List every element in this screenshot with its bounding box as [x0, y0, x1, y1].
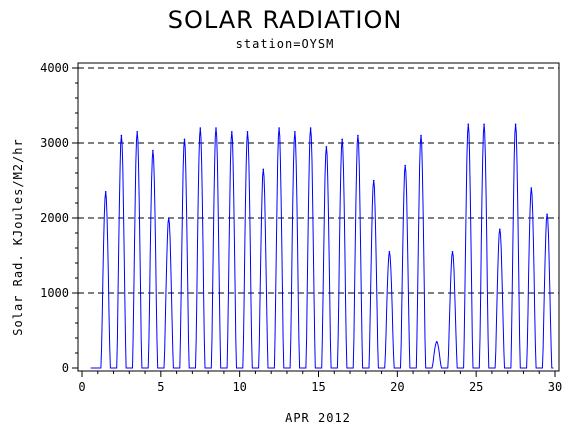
y-tick-label: 4000 — [40, 61, 69, 75]
y-tick-label: 2000 — [40, 211, 69, 225]
daily-peak-point — [325, 146, 328, 148]
daily-peak-point — [451, 251, 454, 253]
daily-peak-point — [514, 123, 517, 126]
daily-peak-point — [499, 228, 501, 231]
daily-peak-point — [104, 191, 107, 193]
daily-peak-point — [183, 138, 186, 141]
y-axis-label: Solar Rad. KJoules/M2/hr — [11, 138, 25, 335]
daily-peak-point — [136, 131, 138, 133]
daily-peak-point — [120, 134, 123, 137]
x-axis: 0 5 10 15 20 25 30 — [78, 371, 562, 394]
daily-peak-point — [341, 138, 344, 141]
daily-peak-point — [199, 127, 202, 129]
daily-peak-point — [388, 251, 391, 253]
solar-radiation-line — [90, 124, 554, 369]
x-tick-label: 20 — [390, 380, 404, 394]
y-tick-label: 0 — [62, 361, 69, 375]
y-axis: 0 1000 2000 3000 4000 — [40, 61, 78, 375]
daily-peak-point — [152, 149, 154, 152]
daily-peak-point — [372, 179, 375, 182]
daily-peak-point — [546, 213, 548, 216]
daily-peak-point — [530, 187, 533, 189]
daily-peak-point — [483, 123, 485, 126]
daily-peak-point — [294, 131, 296, 133]
x-tick-label: 0 — [78, 380, 85, 394]
daily-peak-point — [278, 127, 280, 129]
daily-peak-point — [436, 341, 438, 343]
x-tick-label: 25 — [469, 380, 483, 394]
data-series — [90, 123, 554, 369]
x-tick-label: 5 — [157, 380, 164, 394]
daily-peak-point — [404, 164, 407, 167]
y-tick-label: 1000 — [40, 286, 69, 300]
x-tick-label: 15 — [311, 380, 325, 394]
daily-peak-point — [309, 127, 312, 129]
grid-lines — [78, 67, 559, 294]
x-axis-label: APR 2012 — [285, 411, 351, 425]
daily-peak-point — [357, 134, 359, 137]
daily-peak-point — [231, 131, 233, 133]
daily-peak-point — [467, 123, 470, 126]
daily-peak-point — [215, 127, 217, 129]
x-tick-label: 30 — [548, 380, 562, 394]
chart-title: SOLAR RADIATION — [168, 6, 403, 34]
daily-peak-point — [246, 131, 249, 133]
daily-peak-point — [420, 134, 422, 137]
daily-peak-point — [167, 217, 170, 219]
chart-subtitle: station=OYSM — [236, 37, 335, 51]
x-tick-label: 10 — [232, 380, 246, 394]
daily-peak-point — [262, 168, 265, 171]
y-tick-label: 3000 — [40, 136, 69, 150]
